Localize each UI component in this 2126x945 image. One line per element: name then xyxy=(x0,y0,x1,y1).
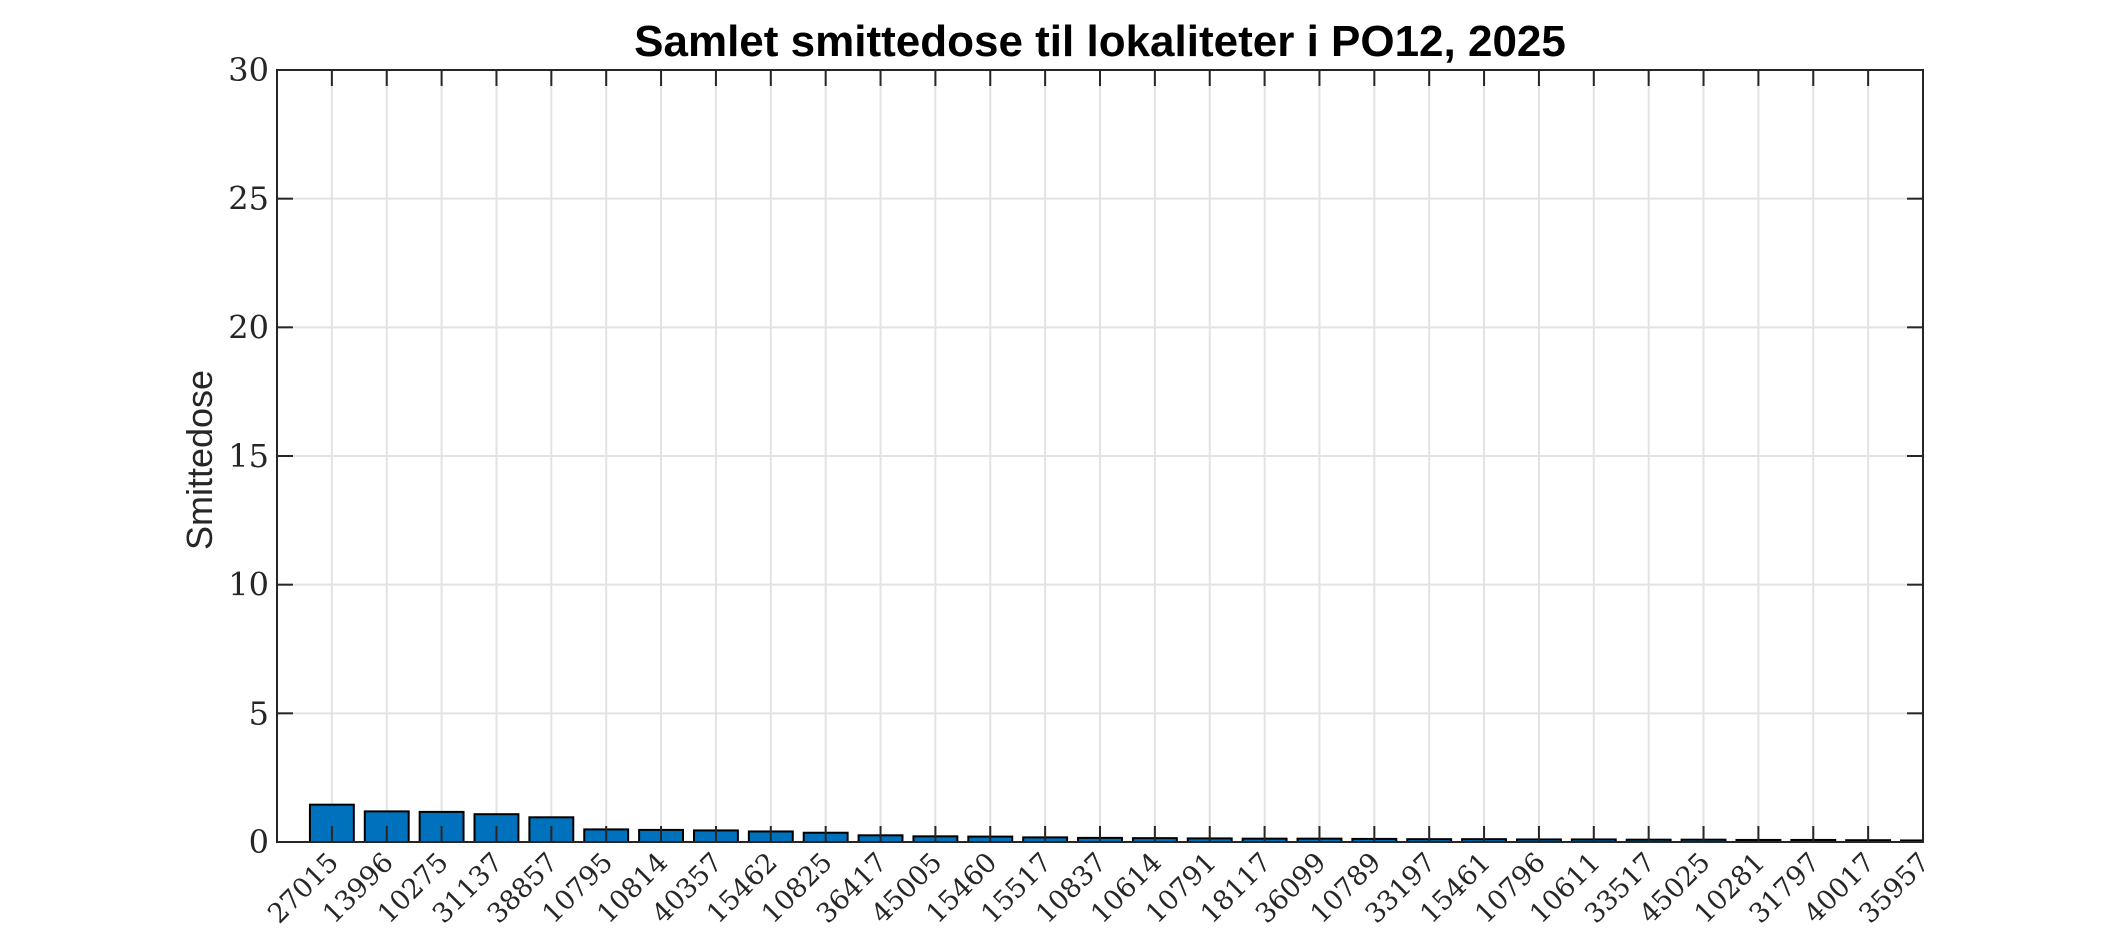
chart-title: Samlet smittedose til lokaliteter i PO12… xyxy=(634,17,1566,66)
y-tick-label: 25 xyxy=(228,180,269,218)
y-tick-label: 5 xyxy=(249,694,269,732)
y-tick-label: 0 xyxy=(249,823,269,861)
y-tick-label: 20 xyxy=(228,308,269,346)
y-axis-ticks: 0 5 10 15 20 25 30 xyxy=(228,51,1923,861)
y-tick-label: 10 xyxy=(228,566,269,604)
y-tick-label: 15 xyxy=(228,437,269,475)
y-tick-label: 30 xyxy=(228,51,269,89)
y-axis-label: Smittedose xyxy=(179,370,220,550)
grid-lines xyxy=(277,69,1924,843)
